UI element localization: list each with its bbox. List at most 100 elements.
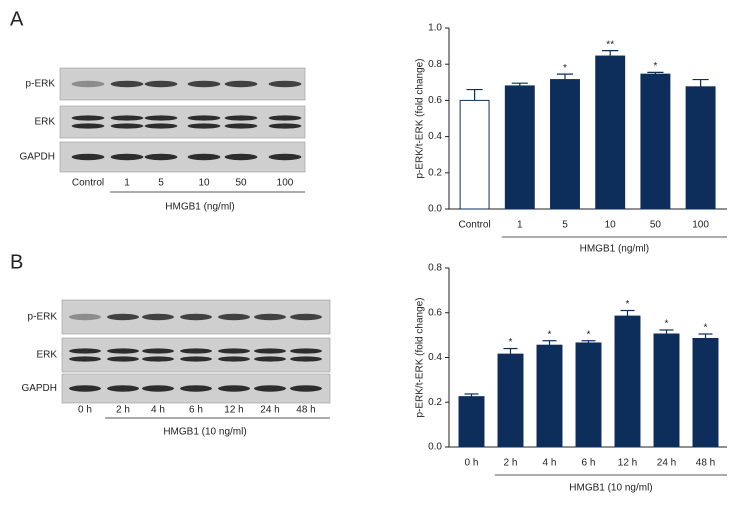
blot-row-label: GAPDH (21, 383, 57, 394)
blot-band (142, 385, 174, 392)
lane-label: 2 h (116, 405, 130, 416)
blot-band (218, 348, 250, 354)
y-tick-label: 0.8 (428, 59, 442, 70)
blot-band (224, 115, 258, 121)
blot-band (268, 115, 302, 121)
blot-band (69, 313, 101, 321)
blot-band (110, 153, 144, 161)
blot-row-label: ERK (34, 117, 55, 128)
blot-band (254, 356, 286, 362)
y-tick-label: 0.6 (428, 307, 442, 318)
lane-label: 10 (198, 178, 210, 189)
significance-label: * (653, 61, 657, 72)
blot-band (142, 313, 174, 321)
lane-label: 4 h (151, 405, 165, 416)
blot-band (180, 356, 212, 362)
blot-band (218, 313, 250, 321)
x-tick-label: 12 h (618, 458, 637, 469)
blot-band (71, 153, 105, 161)
panel-label: A (10, 8, 24, 30)
blot-band (290, 356, 322, 362)
lane-label: 1 (124, 178, 130, 189)
lane-label: 5 (158, 178, 164, 189)
blot-band (180, 348, 212, 354)
blot-band (290, 348, 322, 354)
blot-band (254, 313, 286, 321)
bar (614, 315, 641, 448)
x-tick-label: 10 (605, 220, 617, 231)
lane-label: 24 h (260, 405, 279, 416)
x-axis-label: HMGB1 (ng/ml) (580, 244, 649, 255)
blot-band (224, 153, 258, 161)
blot-band (180, 313, 212, 321)
blot-band (187, 115, 221, 121)
lane-label: 6 h (189, 405, 203, 416)
y-tick-label: 0.2 (428, 397, 442, 408)
blot-band (290, 385, 322, 392)
blot-band (144, 123, 178, 129)
blot-band (69, 348, 101, 354)
blot-band (107, 385, 139, 392)
blot-band (144, 153, 178, 161)
y-axis-label: p-ERK/t-ERK (fold change) (415, 297, 426, 417)
blot-band (110, 115, 144, 121)
blot-strip (59, 105, 306, 139)
x-tick-label: 5 (562, 220, 568, 231)
blot-band (187, 80, 221, 88)
bar (575, 342, 602, 448)
bar (595, 55, 626, 210)
blot-band (71, 80, 105, 88)
blot-band (107, 348, 139, 354)
blot-band (144, 80, 178, 88)
x-tick-label: 1 (517, 220, 523, 231)
significance-label: * (704, 323, 708, 334)
blot-band (187, 153, 221, 161)
significance-label: * (626, 299, 630, 310)
blot-band (254, 348, 286, 354)
blot-band (290, 313, 322, 321)
blot-band (224, 80, 258, 88)
significance-label: * (665, 319, 669, 330)
x-tick-label: 50 (650, 220, 662, 231)
blot-band (110, 80, 144, 88)
lane-label: 48 h (296, 405, 315, 416)
x-tick-label: Control (458, 220, 490, 231)
y-tick-label: 1.0 (428, 23, 442, 34)
bar (550, 79, 580, 210)
treatment-label: HMGB1 (ng/ml) (165, 202, 234, 213)
lane-label: 50 (235, 178, 247, 189)
bar (692, 337, 719, 448)
y-tick-label: 0.8 (428, 263, 442, 274)
blot-row-label: p-ERK (26, 79, 56, 90)
x-tick-label: 100 (692, 220, 709, 231)
bar (653, 333, 680, 448)
significance-label: * (563, 63, 567, 74)
x-tick-label: 48 h (696, 458, 715, 469)
blot-band (187, 123, 221, 129)
bar (458, 396, 485, 448)
significance-label: * (587, 329, 591, 340)
blot-band (218, 356, 250, 362)
x-tick-label: 4 h (543, 458, 557, 469)
y-tick-label: 0.2 (428, 167, 442, 178)
bar (536, 344, 563, 448)
lane-label: Control (72, 178, 104, 189)
lane-label: 100 (277, 178, 294, 189)
lane-label: 12 h (224, 405, 243, 416)
blot-band (142, 356, 174, 362)
blot-band (268, 123, 302, 129)
significance-label: * (548, 329, 552, 340)
blot-row-label: ERK (36, 350, 57, 361)
blot-band (107, 356, 139, 362)
x-tick-label: 6 h (582, 458, 596, 469)
blot-band (107, 313, 139, 321)
blot-row-label: GAPDH (19, 152, 55, 163)
blot-band (218, 385, 250, 392)
blot-row-label: p-ERK (28, 312, 58, 323)
treatment-label: HMGB1 (10 ng/ml) (163, 427, 246, 438)
x-axis-label: HMGB1 (10 ng/ml) (569, 483, 652, 494)
lane-label: 0 h (78, 405, 92, 416)
y-axis-label: p-ERK/t-ERK (fold change) (415, 58, 426, 178)
blot-strip (61, 337, 331, 373)
